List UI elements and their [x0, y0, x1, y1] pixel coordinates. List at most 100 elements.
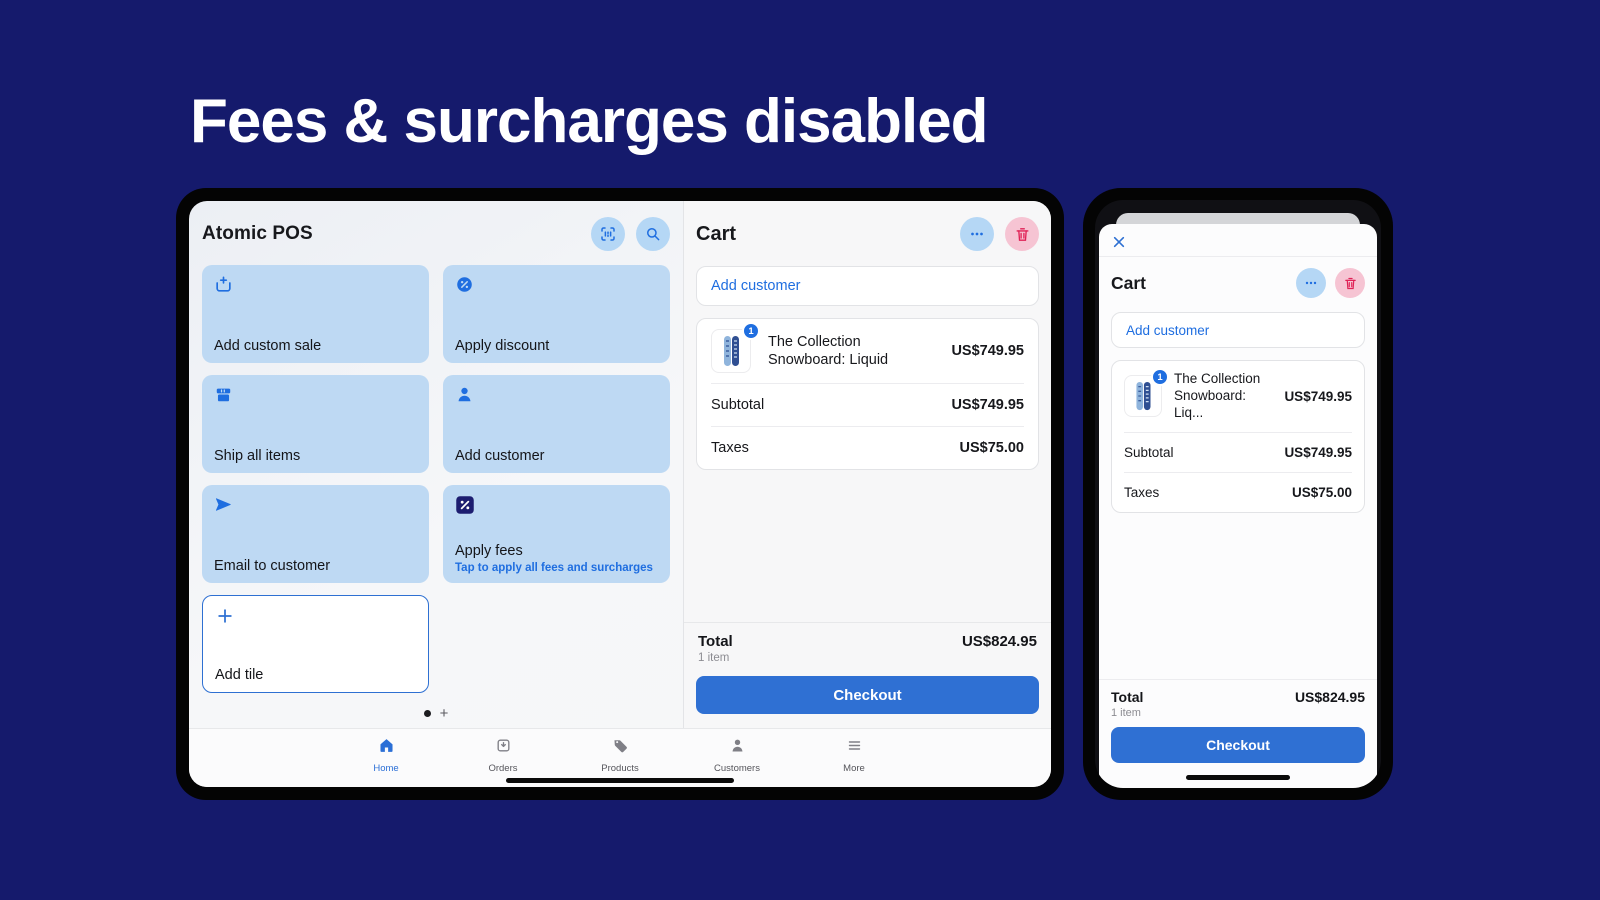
- cart-title: Cart: [1111, 272, 1147, 293]
- search-icon: [644, 225, 662, 243]
- add-page-button[interactable]: +: [439, 704, 449, 722]
- plus-icon: [215, 606, 416, 626]
- nav-label: Customers: [714, 763, 760, 774]
- customers-icon: [729, 737, 746, 759]
- close-icon[interactable]: [1111, 236, 1127, 254]
- total-item-count: 1 item: [698, 652, 730, 664]
- subtotal-label: Subtotal: [711, 397, 765, 413]
- product-name: The Collection Snowboard: Liq...: [1174, 371, 1261, 420]
- add-customer-button[interactable]: Add customer: [1111, 312, 1365, 348]
- tile-label: Add custom sale: [214, 338, 322, 354]
- tile-label: Apply discount: [455, 338, 550, 354]
- nav-label: Home: [373, 763, 399, 774]
- bottom-nav: Home Orders Products: [189, 728, 1051, 787]
- subtotal-row: Subtotal US$749.95: [697, 384, 1038, 426]
- nav-label: Orders: [488, 763, 518, 774]
- tile-apply-discount[interactable]: Apply discount: [443, 265, 670, 363]
- search-button[interactable]: [636, 217, 670, 251]
- checkout-button[interactable]: Checkout: [696, 676, 1039, 714]
- cart-items-card: 1 The Collection Snowboard: Liquid US$74…: [696, 318, 1039, 470]
- product-price: US$749.95: [1284, 388, 1352, 404]
- total-value: US$824.95: [961, 633, 1037, 650]
- tile-email-to-customer[interactable]: Email to customer: [202, 485, 429, 583]
- shipping-box-icon: [214, 385, 417, 405]
- cart-line-item[interactable]: 1 The Collection Snowboard: Liquid US$74…: [697, 319, 1038, 383]
- quantity-badge: 1: [742, 322, 760, 340]
- nav-item-customers[interactable]: Customers: [679, 729, 796, 787]
- page-title: Fees & surcharges disabled: [190, 87, 989, 156]
- page-indicator: +: [202, 705, 670, 721]
- phone-home-indicator[interactable]: [1186, 775, 1290, 780]
- cart-title: Cart: [696, 222, 737, 245]
- home-icon: [378, 737, 395, 759]
- cart-modal-sheet: Cart Add custom: [1099, 224, 1377, 788]
- apply-fees-app-icon: [455, 495, 658, 515]
- person-icon: [455, 385, 658, 405]
- tile-label: Add customer: [455, 448, 545, 464]
- subtotal-row: Subtotal US$749.95: [1112, 433, 1364, 472]
- ellipsis-icon: [968, 225, 986, 243]
- tile-label: Email to customer: [214, 558, 331, 574]
- nav-label: Products: [601, 763, 639, 774]
- total-row: Total 1 item US$824.95: [696, 623, 1039, 676]
- discount-badge-icon: [455, 275, 658, 295]
- nav-item-home[interactable]: Home: [328, 729, 445, 787]
- add-custom-sale-icon: [214, 275, 417, 295]
- taxes-row: Taxes US$75.00: [1112, 473, 1364, 512]
- tiles-panel: Atomic POS: [189, 201, 683, 728]
- ellipsis-icon: [1303, 275, 1319, 291]
- tablet-home-indicator[interactable]: [506, 778, 734, 783]
- product-price: US$749.95: [951, 343, 1024, 359]
- barcode-scan-icon: [599, 225, 617, 243]
- phone-device-frame: Cart Add custom: [1083, 188, 1393, 800]
- taxes-value: US$75.00: [959, 440, 1025, 456]
- tile-label: Apply fees: [455, 543, 523, 559]
- product-thumbnail: [711, 329, 751, 373]
- cart-more-button[interactable]: [1296, 268, 1326, 298]
- taxes-row: Taxes US$75.00: [697, 427, 1038, 469]
- nav-item-orders[interactable]: Orders: [445, 729, 562, 787]
- add-customer-button[interactable]: Add customer: [696, 266, 1039, 306]
- total-item-count: 1 item: [1111, 707, 1141, 719]
- nav-label: More: [843, 763, 865, 774]
- taxes-label: Taxes: [711, 440, 749, 456]
- orders-icon: [495, 737, 512, 759]
- total-label: Total: [698, 633, 733, 650]
- tile-subtitle: Tap to apply all fees and surcharges: [455, 562, 653, 574]
- tile-label: Add tile: [215, 667, 264, 683]
- taxes-label: Taxes: [1124, 484, 1160, 500]
- clear-cart-button[interactable]: [1335, 268, 1365, 298]
- cart-more-button[interactable]: [960, 217, 994, 251]
- products-tag-icon: [612, 737, 629, 759]
- send-icon: [214, 495, 417, 515]
- tile-label: Ship all items: [214, 448, 301, 464]
- phone-screen: Cart Add custom: [1095, 200, 1381, 788]
- quantity-badge: 1: [1151, 368, 1169, 387]
- subtotal-value: US$749.95: [951, 397, 1024, 413]
- tile-add-customer[interactable]: Add customer: [443, 375, 670, 473]
- page-dot: [423, 709, 431, 717]
- trash-icon: [1343, 276, 1358, 291]
- product-name: The Collection Snowboard: Liquid: [768, 333, 889, 368]
- trash-icon: [1014, 226, 1031, 243]
- tile-add-custom-sale[interactable]: Add custom sale: [202, 265, 429, 363]
- total-value: US$824.95: [1294, 689, 1365, 705]
- nav-item-products[interactable]: Products: [562, 729, 679, 787]
- nav-item-more[interactable]: More: [796, 729, 913, 787]
- barcode-scan-button[interactable]: [591, 217, 625, 251]
- cart-items-card: 1 The Collection Snowboard: Liq... US$74…: [1111, 360, 1365, 513]
- tile-add-tile[interactable]: Add tile: [202, 595, 429, 693]
- total-row: Total 1 item US$824.95: [1111, 680, 1365, 727]
- app-title: Atomic POS: [202, 223, 313, 244]
- tablet-screen: Atomic POS: [189, 201, 1051, 787]
- cart-panel: Cart: [683, 201, 1051, 728]
- clear-cart-button[interactable]: [1005, 217, 1039, 251]
- subtotal-value: US$749.95: [1284, 444, 1352, 460]
- total-label: Total: [1111, 689, 1144, 705]
- subtotal-label: Subtotal: [1124, 444, 1174, 460]
- checkout-button[interactable]: Checkout: [1111, 727, 1365, 763]
- taxes-value: US$75.00: [1291, 484, 1352, 500]
- cart-line-item[interactable]: 1 The Collection Snowboard: Liq... US$74…: [1112, 361, 1364, 432]
- tile-ship-all-items[interactable]: Ship all items: [202, 375, 429, 473]
- tile-apply-fees[interactable]: Apply fees Tap to apply all fees and sur…: [443, 485, 670, 583]
